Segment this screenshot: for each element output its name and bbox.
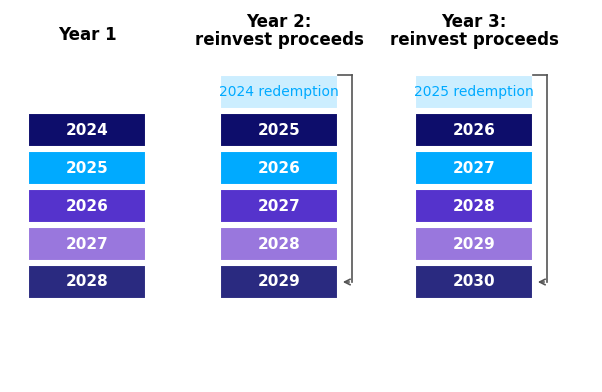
Text: reinvest proceeds: reinvest proceeds xyxy=(194,31,364,49)
Text: Year 2:: Year 2: xyxy=(246,13,312,31)
Text: 2025: 2025 xyxy=(258,123,300,138)
Bar xyxy=(28,189,146,223)
Bar xyxy=(415,75,533,109)
Text: 2027: 2027 xyxy=(66,236,108,252)
Text: 2024: 2024 xyxy=(66,123,108,138)
Text: 2029: 2029 xyxy=(258,274,300,290)
Bar xyxy=(220,113,338,147)
Text: 2026: 2026 xyxy=(258,160,300,176)
Bar xyxy=(415,227,533,261)
Bar xyxy=(220,227,338,261)
Text: 2029: 2029 xyxy=(453,236,495,252)
Bar xyxy=(28,265,146,299)
Text: 2027: 2027 xyxy=(453,160,495,176)
Bar xyxy=(220,189,338,223)
Bar xyxy=(28,113,146,147)
Bar xyxy=(415,151,533,185)
Bar xyxy=(415,265,533,299)
Text: 2027: 2027 xyxy=(258,198,300,214)
Bar xyxy=(415,189,533,223)
Text: 2025: 2025 xyxy=(66,160,108,176)
Bar xyxy=(220,265,338,299)
Text: Year 1: Year 1 xyxy=(58,26,116,44)
Bar xyxy=(28,227,146,261)
Bar xyxy=(415,113,533,147)
Text: 2028: 2028 xyxy=(66,274,108,290)
Bar xyxy=(220,151,338,185)
Bar xyxy=(220,75,338,109)
Text: Year 3:: Year 3: xyxy=(441,13,507,31)
Text: 2025 redemption: 2025 redemption xyxy=(414,85,534,99)
Text: 2026: 2026 xyxy=(66,198,108,214)
Bar xyxy=(28,151,146,185)
Text: reinvest proceeds: reinvest proceeds xyxy=(389,31,559,49)
Text: 2030: 2030 xyxy=(453,274,495,290)
Text: 2024 redemption: 2024 redemption xyxy=(219,85,339,99)
Text: 2026: 2026 xyxy=(453,123,495,138)
Text: 2028: 2028 xyxy=(258,236,300,252)
Text: 2028: 2028 xyxy=(453,198,495,214)
